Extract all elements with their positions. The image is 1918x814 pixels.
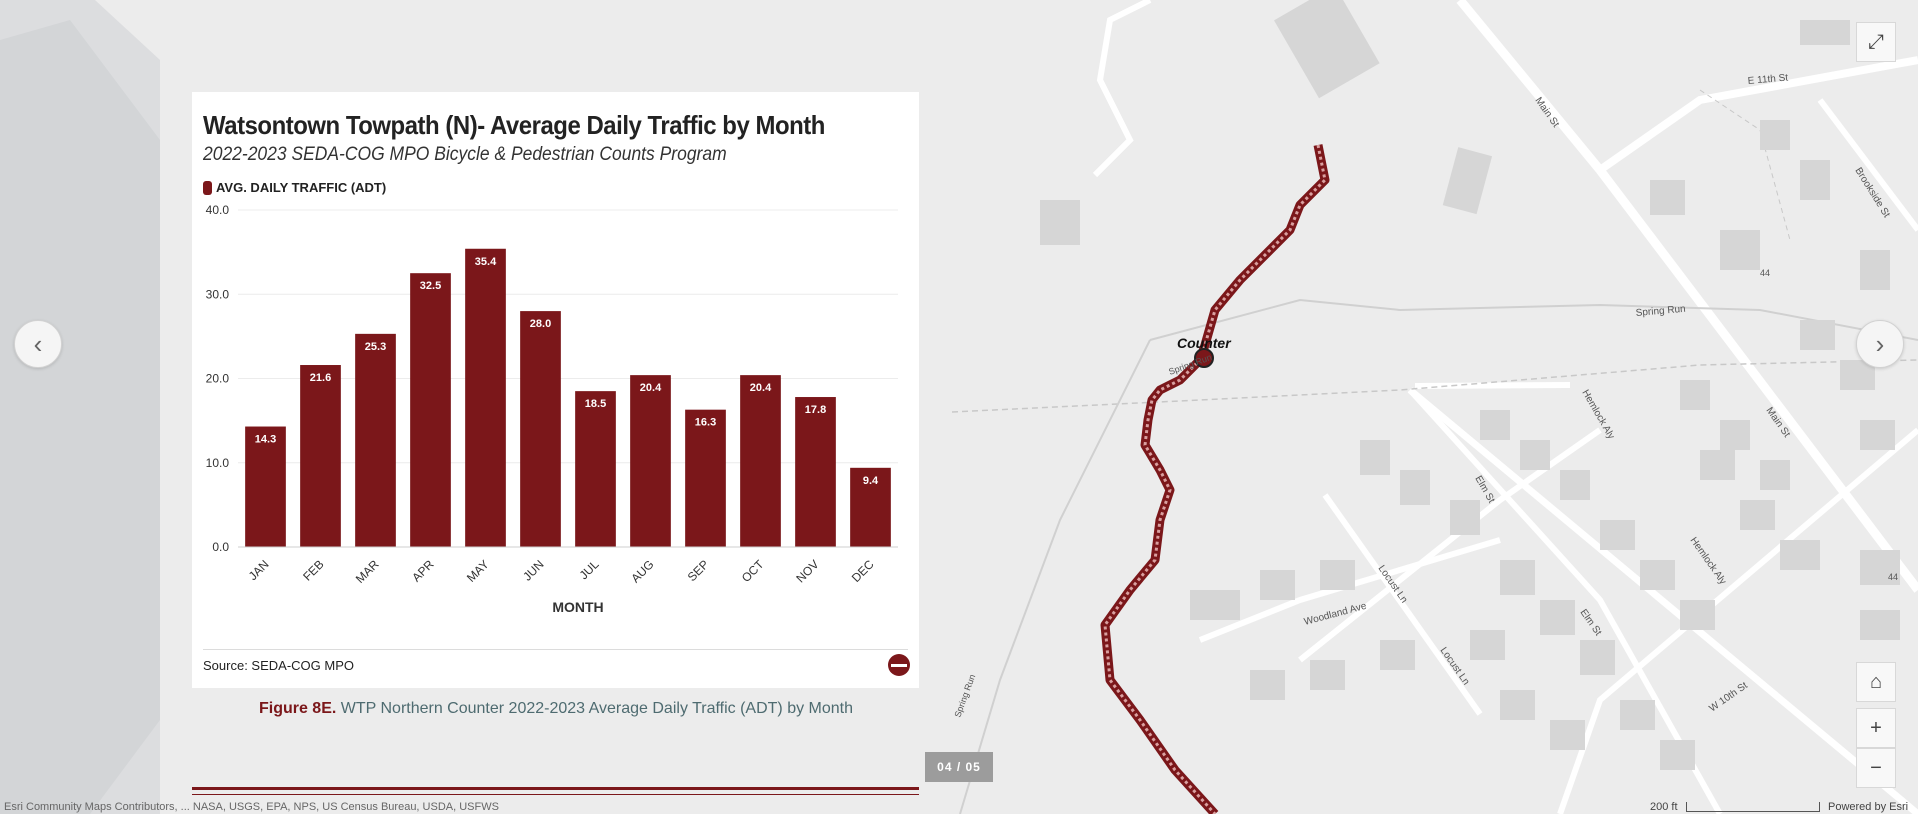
x-tick-label: DEC [849, 557, 877, 585]
bar [740, 375, 781, 547]
figure-caption-text: WTP Northern Counter 2022-2023 Average D… [340, 700, 854, 717]
y-tick-label: 30.0 [206, 287, 230, 301]
minus-icon: − [1870, 756, 1882, 779]
counter-marker[interactable] [1194, 348, 1214, 368]
x-tick-label: APR [409, 557, 437, 585]
legend-label: AVG. DAILY TRAFFIC (ADT) [216, 180, 387, 195]
zoom-out-button[interactable]: − [1856, 748, 1896, 788]
y-tick-label: 20.0 [206, 372, 230, 386]
x-tick-label: JAN [246, 557, 272, 583]
bar-value-label: 20.4 [640, 382, 662, 394]
bar-value-label: 17.8 [805, 404, 826, 416]
chart-card: Watsontown Towpath (N)- Average Daily Tr… [192, 92, 919, 688]
chart-legend: AVG. DAILY TRAFFIC (ADT) [203, 180, 386, 195]
street-label: Spring Run [1635, 304, 1686, 319]
bar-value-label: 16.3 [695, 417, 716, 429]
scale-label: 200 ft [1650, 801, 1678, 813]
bar [410, 273, 451, 547]
next-slide-button[interactable]: › [1856, 320, 1904, 368]
bar [685, 409, 726, 547]
y-tick-label: 10.0 [206, 456, 230, 470]
powered-by-esri[interactable]: Powered by Esri [1828, 801, 1909, 813]
street-label: E 11th St [1747, 72, 1788, 86]
bar-chart: 0.0 10.0 20.0 30.0 40.0 14.3 JAN 21.6 FEB 25.3 MAR… [206, 203, 898, 615]
bar [520, 311, 561, 547]
bar-value-label: 18.5 [585, 398, 606, 410]
bar [795, 397, 836, 547]
figure-caption: Figure 8E. WTP Northern Counter 2022-202… [160, 700, 952, 718]
y-tick-label: 40.0 [206, 203, 230, 217]
chart-subtitle: 2022-2023 SEDA-COG MPO Bicycle & Pedestr… [203, 144, 727, 165]
bar [355, 333, 396, 547]
bar-value-label: 28.0 [530, 318, 551, 330]
x-tick-label: NOV [793, 557, 821, 585]
x-tick-label: JUN [520, 557, 546, 583]
bar [465, 248, 506, 547]
x-tick-label: OCT [739, 557, 767, 585]
bar [630, 375, 671, 547]
counter-label: Counter [1177, 335, 1232, 351]
map-attribution[interactable]: Esri Community Maps Contributors, ... NA… [4, 801, 499, 813]
x-tick-label: MAR [353, 557, 382, 586]
divider-thick [192, 787, 919, 790]
home-button[interactable]: ⌂ [1856, 662, 1896, 702]
zoom-in-button[interactable]: + [1856, 708, 1896, 748]
chart-source: Source: SEDA-COG MPO [203, 658, 354, 673]
street-label: 44 [1760, 268, 1770, 278]
bar-value-label: 20.4 [750, 382, 772, 394]
bar-value-label: 14.3 [255, 434, 276, 446]
x-tick-label: AUG [628, 557, 656, 585]
bar [245, 426, 286, 547]
bar [850, 467, 891, 547]
slide-pager: 04 / 05 [925, 752, 993, 782]
divider-thin [192, 794, 919, 795]
expand-button[interactable]: ⤢ [1856, 22, 1896, 62]
y-tick-label: 0.0 [212, 540, 229, 554]
legend-swatch [203, 180, 212, 195]
x-tick-label: SEP [685, 557, 712, 584]
source-divider [203, 649, 908, 650]
bar-value-label: 32.5 [420, 280, 441, 292]
home-icon: ⌂ [1869, 670, 1883, 693]
bar-value-label: 9.4 [863, 475, 879, 487]
x-tick-label: MAY [464, 557, 492, 585]
street-label: 44 [1888, 572, 1898, 582]
figure-label: Figure 8E. [258, 700, 337, 717]
seda-cog-logo-icon [888, 654, 910, 676]
expand-icon: ⤢ [1868, 30, 1884, 53]
scale-bar [1686, 802, 1820, 812]
x-tick-label: FEB [300, 557, 326, 583]
plus-icon: + [1870, 716, 1882, 739]
bar [300, 365, 341, 547]
chevron-left-icon: ‹ [33, 328, 43, 359]
bar [575, 391, 616, 547]
chevron-right-icon: › [1875, 328, 1885, 359]
bar-value-label: 25.3 [365, 341, 386, 353]
chart-title: Watsontown Towpath (N)- Average Daily Tr… [203, 110, 825, 140]
x-axis-title: MONTH [552, 599, 603, 615]
previous-slide-button[interactable]: ‹ [14, 320, 62, 368]
x-tick-label: JUL [577, 557, 602, 582]
bar-value-label: 21.6 [310, 372, 331, 384]
bar-value-label: 35.4 [475, 256, 497, 268]
